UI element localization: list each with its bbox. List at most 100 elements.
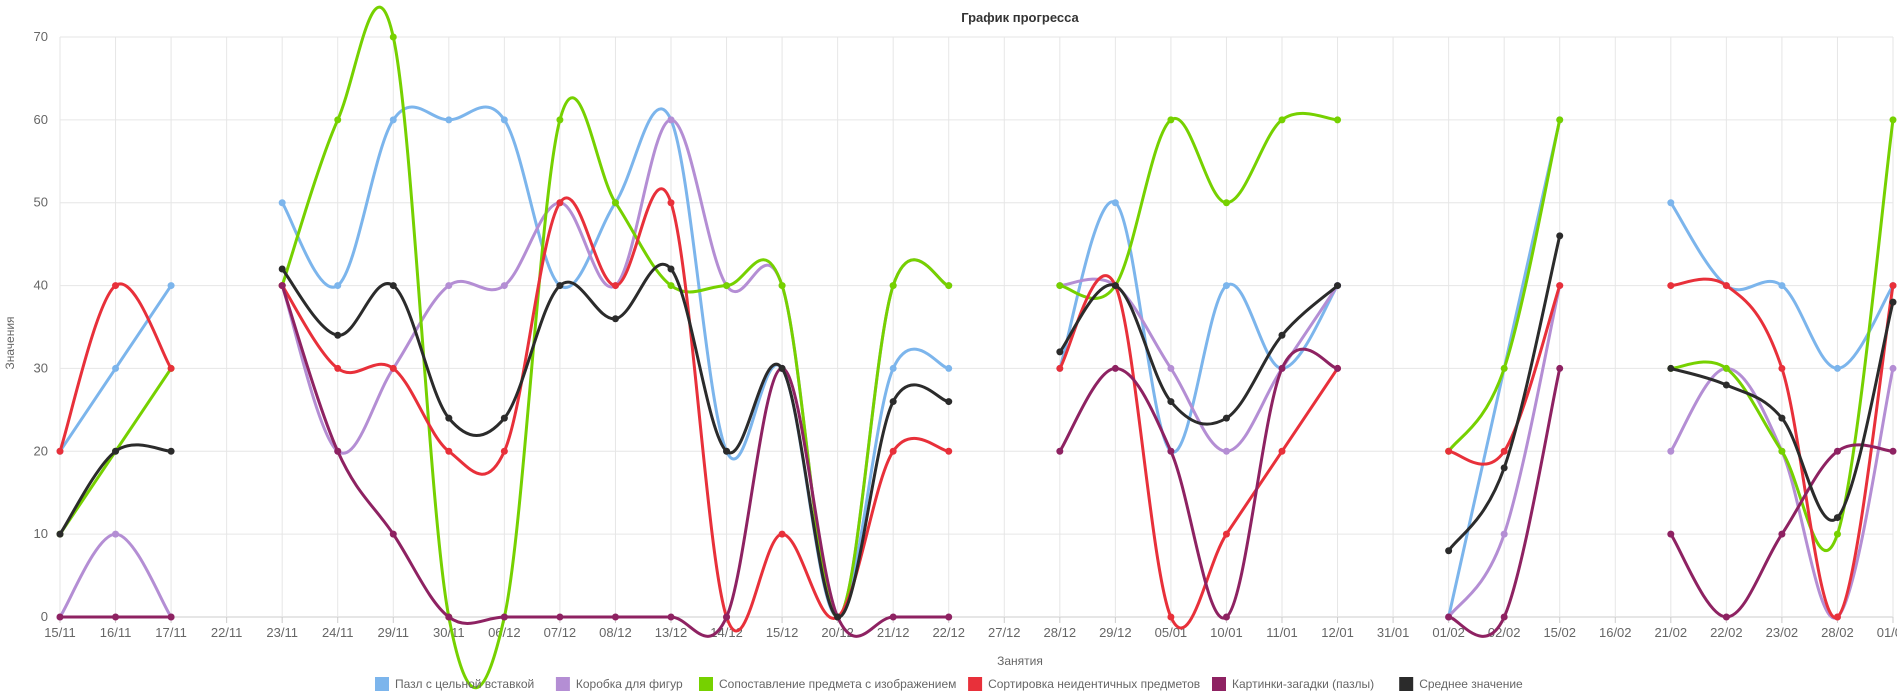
data-point bbox=[1667, 364, 1675, 372]
legend-swatch bbox=[699, 677, 713, 691]
data-point bbox=[334, 447, 342, 455]
data-point bbox=[445, 414, 453, 422]
series-6 bbox=[56, 232, 1897, 621]
series-line-segment bbox=[1058, 283, 1340, 426]
data-point bbox=[945, 447, 953, 455]
data-point bbox=[1278, 116, 1286, 124]
x-tick-label: 29/12 bbox=[1099, 625, 1132, 640]
data-point bbox=[1056, 447, 1064, 455]
x-tick-label: 15/12 bbox=[766, 625, 799, 640]
data-point bbox=[556, 613, 564, 621]
legend-swatch bbox=[1212, 677, 1226, 691]
data-point bbox=[389, 33, 397, 41]
data-point bbox=[1111, 199, 1119, 207]
y-axis: 0 10 20 30 40 50 60 70 bbox=[34, 29, 48, 624]
data-point bbox=[611, 282, 619, 290]
data-point bbox=[1500, 464, 1508, 472]
y-tick-label: 40 bbox=[34, 278, 48, 293]
series-line-segment bbox=[1058, 274, 1340, 630]
data-point bbox=[1222, 199, 1230, 207]
x-tick-label: 24/11 bbox=[322, 625, 354, 640]
data-point bbox=[56, 530, 64, 538]
data-point bbox=[1222, 530, 1230, 538]
data-point bbox=[112, 613, 120, 621]
data-point bbox=[500, 613, 508, 621]
data-point bbox=[278, 199, 286, 207]
x-tick-label: 01/02 bbox=[1432, 625, 1465, 640]
data-point bbox=[56, 613, 64, 621]
data-point bbox=[889, 447, 897, 455]
data-point bbox=[1556, 232, 1564, 240]
data-point bbox=[334, 364, 342, 372]
series-line-segment bbox=[1058, 277, 1340, 453]
data-point bbox=[1334, 116, 1342, 124]
data-point bbox=[1889, 364, 1897, 372]
data-point bbox=[1500, 364, 1508, 372]
legend-item: Сортировка неидентичных предметов bbox=[968, 677, 1200, 691]
data-point bbox=[556, 282, 564, 290]
data-point bbox=[1556, 282, 1564, 290]
series-line-segment bbox=[1058, 347, 1340, 620]
data-point bbox=[1889, 116, 1897, 124]
x-tick-label: 21/02 bbox=[1655, 625, 1688, 640]
x-tick-label: 23/11 bbox=[266, 625, 298, 640]
data-point bbox=[1833, 447, 1841, 455]
data-point bbox=[1722, 364, 1730, 372]
data-point bbox=[500, 414, 508, 422]
data-point bbox=[945, 398, 953, 406]
data-point bbox=[778, 364, 786, 372]
legend-label: Сортировка неидентичных предметов bbox=[988, 677, 1200, 691]
x-tick-label: 17/11 bbox=[155, 625, 187, 640]
y-tick-label: 30 bbox=[34, 360, 48, 375]
data-point bbox=[112, 364, 120, 372]
x-tick-label: 07/12 bbox=[544, 625, 577, 640]
y-tick-label: 70 bbox=[34, 29, 48, 44]
data-point bbox=[1222, 282, 1230, 290]
x-axis: 15/11 16/11 17/11 22/11 23/11 24/11 29/11 30/11… bbox=[44, 617, 1897, 640]
data-point bbox=[1667, 199, 1675, 207]
data-point bbox=[334, 331, 342, 339]
data-point bbox=[1167, 447, 1175, 455]
data-point bbox=[167, 282, 175, 290]
legend-label: Среднее значение bbox=[1419, 677, 1523, 691]
legend-item: Среднее значение bbox=[1399, 677, 1523, 691]
data-point bbox=[56, 447, 64, 455]
data-point bbox=[389, 116, 397, 124]
data-point bbox=[389, 282, 397, 290]
legend: Пазл с цельной вставкой Коробка для фигур… bbox=[375, 677, 1523, 691]
data-point bbox=[611, 613, 619, 621]
data-point bbox=[1778, 530, 1786, 538]
series-line-segment bbox=[1669, 366, 1895, 620]
data-point bbox=[778, 282, 786, 290]
legend-label: Картинки-загадки (пазлы) bbox=[1232, 677, 1374, 691]
data-point bbox=[1445, 447, 1453, 455]
data-point bbox=[500, 447, 508, 455]
x-tick-label: 13/12 bbox=[655, 625, 688, 640]
data-point bbox=[1500, 613, 1508, 621]
legend-swatch bbox=[968, 677, 983, 691]
x-tick-label: 08/12 bbox=[599, 625, 632, 640]
data-point bbox=[1222, 414, 1230, 422]
data-point bbox=[1167, 116, 1175, 124]
x-tick-label: 28/12 bbox=[1044, 625, 1077, 640]
data-point bbox=[445, 116, 453, 124]
data-point bbox=[834, 613, 842, 621]
x-tick-label: 29/11 bbox=[377, 625, 409, 640]
series-line-segment bbox=[1058, 111, 1340, 300]
data-point bbox=[611, 315, 619, 323]
data-point bbox=[167, 364, 175, 372]
data-point bbox=[1056, 282, 1064, 290]
data-point bbox=[167, 447, 175, 455]
data-point bbox=[667, 613, 675, 621]
legend-label: Коробка для фигур bbox=[576, 677, 683, 691]
data-point bbox=[1556, 364, 1564, 372]
y-tick-label: 60 bbox=[34, 112, 48, 127]
data-point bbox=[1445, 547, 1453, 555]
data-point bbox=[1278, 447, 1286, 455]
x-tick-label: 22/02 bbox=[1710, 625, 1743, 640]
data-point bbox=[1722, 381, 1730, 389]
data-point bbox=[667, 199, 675, 207]
data-point bbox=[1111, 364, 1119, 372]
data-point bbox=[389, 364, 397, 372]
